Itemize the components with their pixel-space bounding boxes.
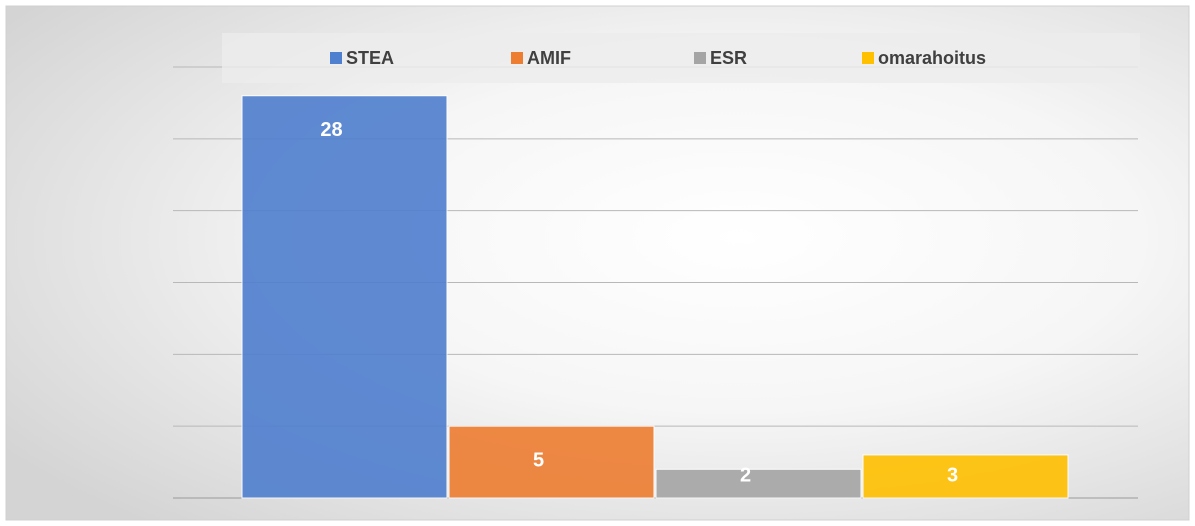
- legend-swatch: [862, 52, 874, 64]
- legend-swatch: [511, 52, 523, 64]
- bar: [862, 454, 1069, 499]
- legend-label: AMIF: [527, 48, 571, 68]
- bar: [448, 425, 655, 499]
- legend-swatch: [330, 52, 342, 64]
- legend-label: STEA: [346, 48, 394, 68]
- data-label: 28: [320, 119, 342, 141]
- legend-swatch: [694, 52, 706, 64]
- bar: [241, 95, 448, 499]
- legend-label: ESR: [710, 48, 747, 68]
- data-label: 2: [740, 464, 751, 486]
- data-label: 5: [533, 449, 544, 471]
- legend-box: [222, 33, 1140, 83]
- data-label: 3: [947, 464, 958, 486]
- bar: [655, 468, 862, 499]
- legend-label: omarahoitus: [878, 48, 986, 68]
